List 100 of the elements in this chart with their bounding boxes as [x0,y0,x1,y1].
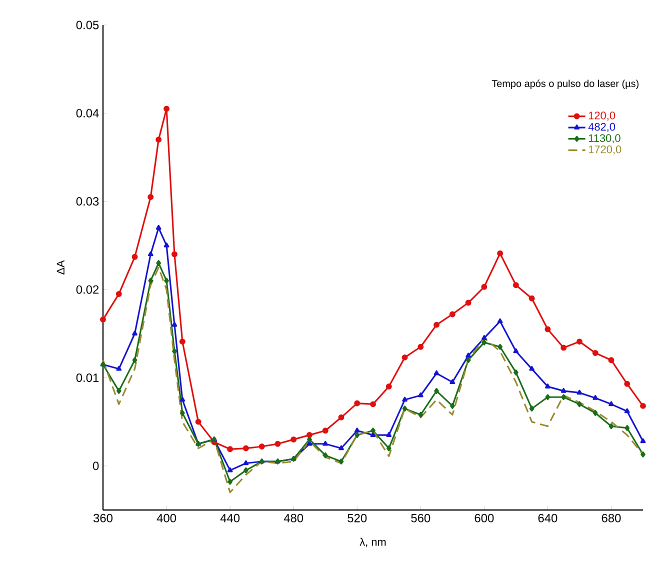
x-tick-label: 640 [538,514,558,522]
legend-label: 1130,0 [588,134,620,144]
point [172,348,177,354]
point [418,412,424,418]
point [322,428,328,434]
point [465,300,472,306]
point [171,251,178,258]
point [640,438,646,444]
point [514,369,518,376]
point [466,357,471,364]
point [560,388,566,393]
point [640,451,646,458]
y-tick-label: 0 [92,462,99,470]
point [497,250,504,256]
point [482,339,487,346]
point [544,326,551,332]
point [156,224,162,230]
point [418,344,424,350]
y-axis-title: ΔA [56,260,64,274]
point [156,136,162,143]
point [545,394,550,400]
y-tick-label: 0.01 [76,374,99,382]
point [529,366,535,371]
point [529,406,534,412]
legend-label: 482,0 [588,122,616,132]
point [577,401,582,408]
point [402,406,408,412]
point [132,330,138,336]
point [624,408,630,414]
point [156,260,162,266]
point [528,295,535,302]
point [244,467,248,474]
x-tick-label: 400 [156,514,176,522]
point [386,445,392,452]
point [449,311,456,318]
point [370,401,376,408]
point [592,395,598,400]
legend-label: 120,0 [588,112,616,121]
point [148,194,154,200]
point [258,444,265,450]
point [290,436,297,442]
point [307,436,312,442]
point [560,344,567,351]
point [164,278,169,284]
point [386,432,392,437]
point [228,478,233,485]
point [243,460,249,466]
point [450,402,455,409]
y-tick-label: 0.03 [76,197,99,206]
point [466,352,471,358]
y-tick-label: 0.05 [76,20,99,30]
point [322,452,328,458]
point [148,251,154,256]
x-axis-title: λ, nm [360,538,386,548]
point [338,458,344,464]
point [624,380,630,387]
point [402,396,408,402]
y-tick-label: 0.04 [76,108,99,118]
point [274,440,281,447]
point [354,428,360,433]
point [180,396,186,402]
point [370,428,376,434]
point [592,350,598,356]
point [338,445,344,450]
x-tick-label: 440 [220,514,240,522]
point [338,414,344,420]
point [434,388,439,394]
point [512,282,519,288]
x-tick-label: 560 [411,514,430,522]
point [100,316,106,323]
x-tick-label: 360 [93,514,113,522]
point [179,338,186,345]
point [354,432,360,438]
point [180,410,185,416]
point [498,344,503,350]
legend-title: Tempo após o pulso do laser (µs) [492,80,639,90]
point [148,278,154,284]
point [418,392,424,398]
point [132,357,138,364]
point [195,418,202,425]
point [227,467,233,472]
x-tick-label: 520 [348,514,367,522]
point [545,384,550,388]
point [608,401,614,406]
point [497,318,503,324]
point [370,432,376,437]
point [576,338,582,345]
point [306,432,312,438]
point [608,357,614,364]
x-tick-label: 600 [474,514,494,522]
point [592,410,598,416]
point [576,390,582,395]
point [624,425,630,431]
point [172,322,178,327]
point [132,254,138,260]
point [116,366,122,371]
point [481,335,487,340]
point [434,370,440,376]
x-tick-label: 480 [284,514,304,522]
point [513,348,519,354]
